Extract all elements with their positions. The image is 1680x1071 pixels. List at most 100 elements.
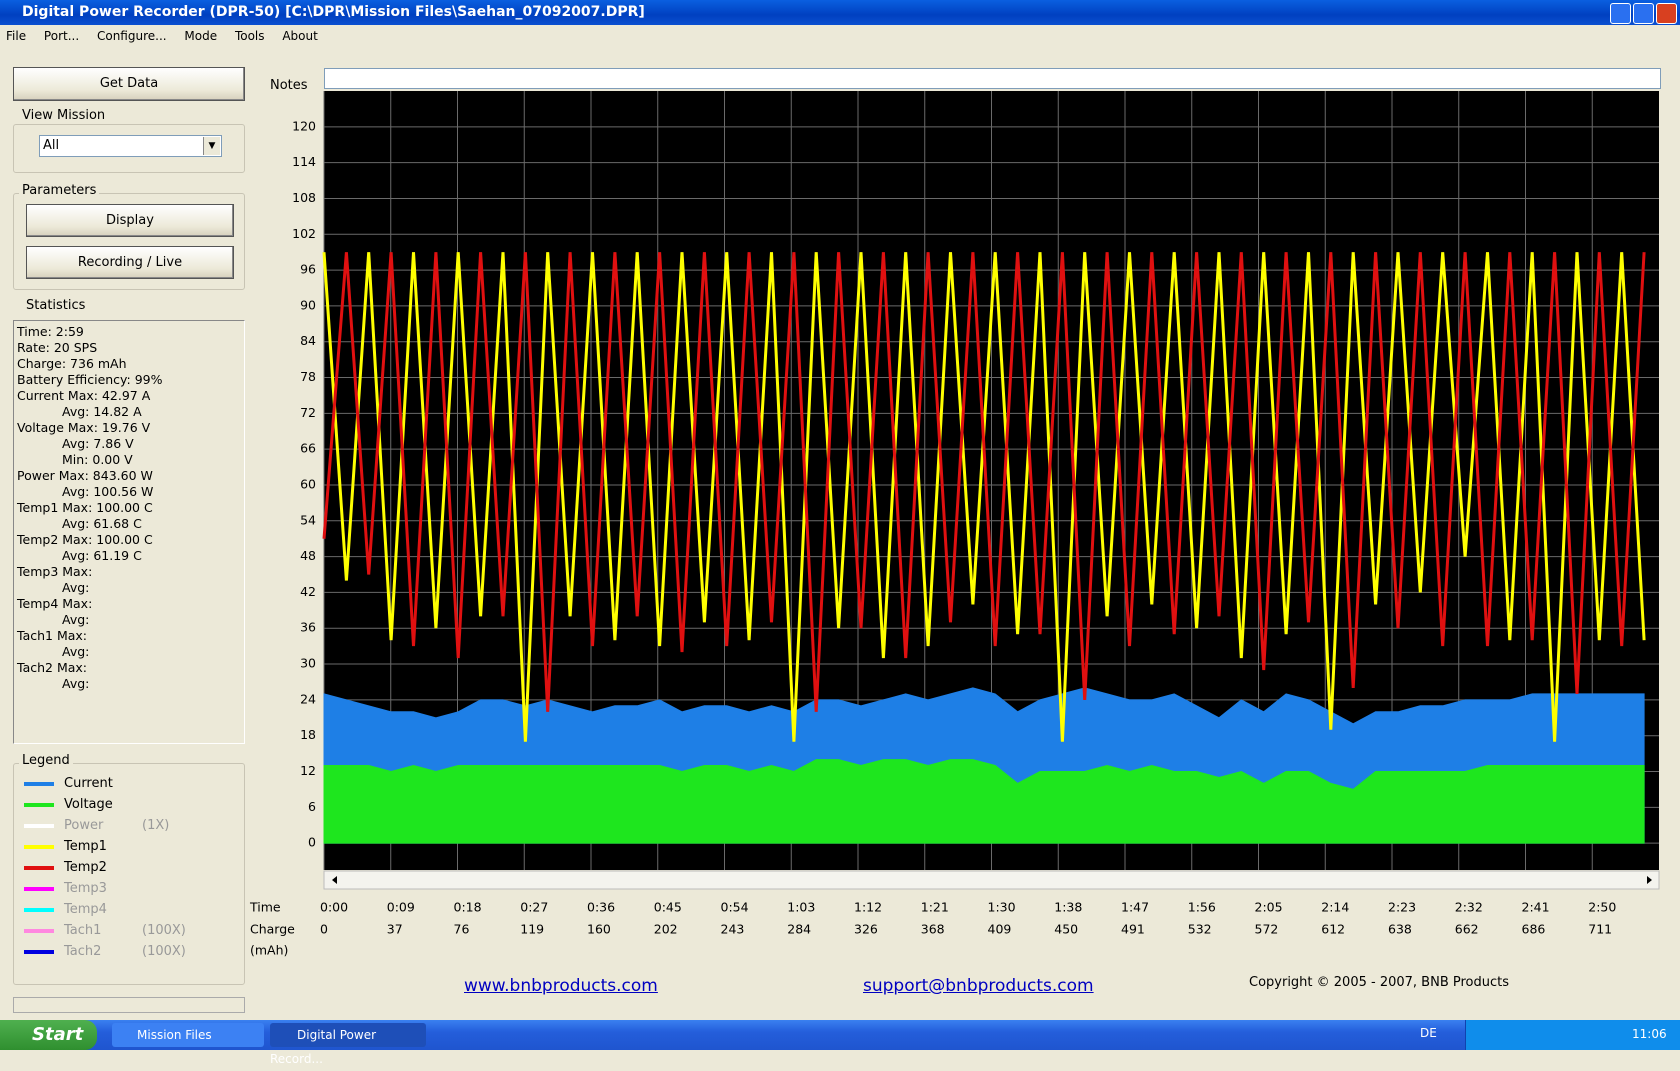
y-tick-label: 84 [300,333,316,348]
menu-item[interactable]: Tools [234,29,265,43]
stat-line: Rate: 20 SPS [17,340,98,355]
stat-line: Avg: [62,612,90,627]
language-indicator[interactable]: DE [1420,1026,1437,1040]
y-tick-label: 42 [300,584,316,599]
task-button[interactable]: Mission Files [112,1023,264,1047]
legend-entry[interactable]: Temp3 [24,878,234,899]
x2-tick-label: 491 [1121,922,1145,937]
x-tick-label: 0:54 [721,900,749,915]
dropdown-arrow[interactable]: ▼ [203,137,220,155]
legend-label: Power [64,818,104,833]
display-button[interactable]: Display [26,204,234,237]
y-tick-label: 90 [300,297,316,312]
legend-entry[interactable]: Temp1 [24,836,234,857]
y-tick-label: 0 [308,835,316,850]
x2-tick-label: 662 [1455,922,1479,937]
clock: 11:06 [1632,1027,1667,1041]
legend-entry[interactable]: Tach2 (100X) [24,941,234,962]
stat-line: Tach1 Max: [17,628,88,643]
y-tick-label: 36 [300,620,316,635]
legend-label: Tach2 [64,944,102,959]
menu-bar: File Port... Configure... Mode Tools Abo… [0,25,1680,47]
group-label: Statistics [23,298,89,313]
stat-line: Power Max: 843.60 W [17,468,153,483]
x2-tick-label: 450 [1054,922,1078,937]
y-tick-label: 96 [300,262,316,277]
chart: Time Charge (mAh) 0612182430364248546066… [249,91,1660,958]
stat-line: Avg: 61.19 C [62,548,142,563]
legend-entry[interactable]: Power (1X) [24,815,234,836]
menu-item[interactable]: Port... [43,29,80,43]
notes-input[interactable] [324,68,1661,89]
y-tick-label: 48 [300,548,316,563]
y-tick-label: 12 [300,763,316,778]
get-data-button[interactable]: Get Data [13,67,245,101]
x2-tick-label: 409 [988,922,1012,937]
notes-label: Notes [270,78,308,93]
email-link[interactable]: support@bnbproducts.com [863,976,1094,996]
minimize-button[interactable] [1610,3,1631,24]
x-tick-label: 1:12 [854,900,882,915]
mission-dropdown[interactable]: All ▼ [39,135,222,157]
legend-swatch [24,781,54,786]
x2-tick-label: 572 [1255,922,1279,937]
x-tick-label: 2:23 [1388,900,1416,915]
legend-entry[interactable]: Tach1 (100X) [24,920,234,941]
scroll-left[interactable] [332,876,337,884]
menu-item[interactable]: Mode [184,29,218,43]
start-button[interactable]: Start [0,1020,97,1050]
x2-tick-label: 160 [587,922,611,937]
website-link[interactable]: www.bnbproducts.com [464,976,658,996]
y-tick-label: 24 [300,691,316,706]
close-button[interactable] [1656,3,1677,24]
x2-tick-label: 711 [1588,922,1612,937]
legend-label: Temp1 [64,839,107,854]
menu-item[interactable]: About [282,29,318,43]
restore-button[interactable] [1633,3,1654,24]
legend-entry[interactable]: Voltage [24,794,234,815]
y-tick-label: 6 [308,799,316,814]
x2-tick-label: 532 [1188,922,1212,937]
series-area [323,759,1645,844]
parameters-group [13,193,245,290]
scrollbar[interactable] [323,870,1660,890]
stat-line: Temp1 Max: 100.00 C [17,500,153,515]
legend-entry[interactable]: Current [24,773,234,794]
x-tick-label: 0:18 [454,900,482,915]
stat-line: Avg: 14.82 A [62,404,142,419]
legend-scale: (100X) [142,944,186,959]
legend-swatch [24,823,54,828]
legend-swatch [24,802,54,807]
title-bar: Digital Power Recorder (DPR-50) [C:\DPR\… [0,0,1680,25]
x2-tick-label: 638 [1388,922,1412,937]
x2-tick-label: 686 [1522,922,1546,937]
copyright: Copyright © 2005 - 2007, BNB Products [1249,975,1509,990]
legend-label: Current [64,776,113,791]
x2-tick-label: 243 [721,922,745,937]
recording-button[interactable]: Recording / Live [26,246,234,279]
y-tick-label: 18 [300,727,316,742]
stat-line: Avg: 100.56 W [62,484,154,499]
y-tick-label: 114 [292,154,316,169]
menu-item[interactable]: File [6,29,27,43]
legend-entry[interactable]: Temp4 [24,899,234,920]
legend-label: Temp4 [64,902,107,917]
y-tick-label: 60 [300,476,316,491]
stat-line: Avg: 7.86 V [62,436,134,451]
legend-swatch [24,928,54,933]
x-tick-label: 1:38 [1054,900,1082,915]
group-label: Legend [19,753,73,768]
legend-entry[interactable]: Temp2 [24,857,234,878]
y-tick-label: 66 [300,441,316,456]
x2-tick-label: 76 [454,922,470,937]
scroll-right[interactable] [1647,876,1652,884]
menu-item[interactable]: Configure... [96,29,167,43]
x2-tick-label: 284 [787,922,811,937]
stat-line: Avg: [62,676,90,691]
legend-swatch [24,907,54,912]
x2-tick-label: 0 [320,922,328,937]
task-button[interactable]: Digital Power Record... [270,1023,426,1066]
x-tick-label: 2:05 [1255,900,1283,915]
legend-swatch [24,886,54,891]
x-tick-label: 0:00 [320,900,348,915]
